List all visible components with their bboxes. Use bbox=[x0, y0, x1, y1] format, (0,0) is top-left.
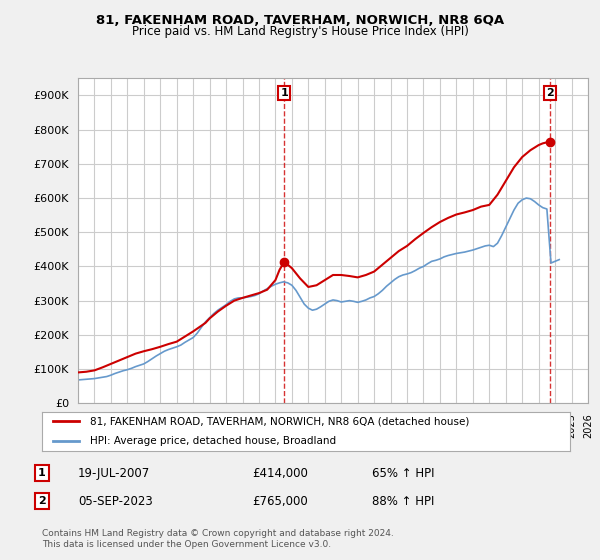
Text: 65% ↑ HPI: 65% ↑ HPI bbox=[372, 466, 434, 480]
Text: 2: 2 bbox=[546, 88, 554, 98]
Text: £414,000: £414,000 bbox=[252, 466, 308, 480]
Text: £765,000: £765,000 bbox=[252, 494, 308, 508]
Text: 19-JUL-2007: 19-JUL-2007 bbox=[78, 466, 150, 480]
Text: Contains HM Land Registry data © Crown copyright and database right 2024.
This d: Contains HM Land Registry data © Crown c… bbox=[42, 529, 394, 549]
Text: 1: 1 bbox=[38, 468, 46, 478]
Text: 1: 1 bbox=[280, 88, 288, 98]
Text: 2: 2 bbox=[38, 496, 46, 506]
Text: 81, FAKENHAM ROAD, TAVERHAM, NORWICH, NR8 6QA (detached house): 81, FAKENHAM ROAD, TAVERHAM, NORWICH, NR… bbox=[89, 417, 469, 426]
Text: 81, FAKENHAM ROAD, TAVERHAM, NORWICH, NR8 6QA: 81, FAKENHAM ROAD, TAVERHAM, NORWICH, NR… bbox=[96, 14, 504, 27]
Text: HPI: Average price, detached house, Broadland: HPI: Average price, detached house, Broa… bbox=[89, 436, 335, 446]
Text: 05-SEP-2023: 05-SEP-2023 bbox=[78, 494, 153, 508]
Text: Price paid vs. HM Land Registry's House Price Index (HPI): Price paid vs. HM Land Registry's House … bbox=[131, 25, 469, 38]
Text: 88% ↑ HPI: 88% ↑ HPI bbox=[372, 494, 434, 508]
